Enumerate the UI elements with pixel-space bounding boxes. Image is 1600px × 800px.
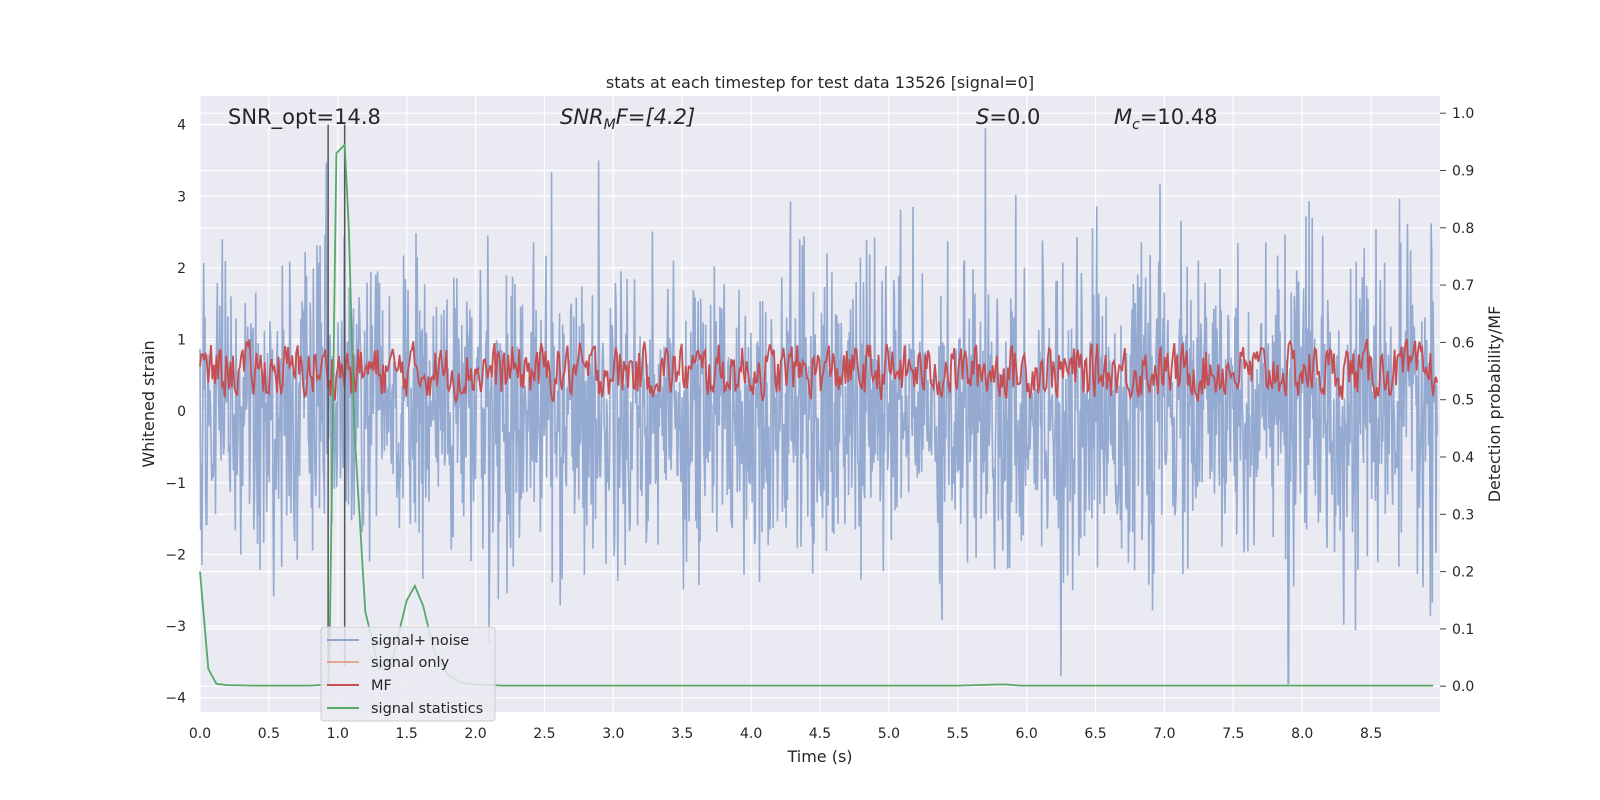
annotation-mc-main: M bbox=[1114, 105, 1132, 129]
annotation-snr-mf-sub: M bbox=[604, 117, 616, 133]
x-tick-label: 1.0 bbox=[327, 726, 349, 742]
annotation-snr-mf-main: SNR bbox=[560, 105, 604, 129]
y-tick-label-left: 3 bbox=[177, 189, 186, 205]
mf-series bbox=[199, 338, 1439, 403]
x-tick-label: 4.5 bbox=[809, 726, 831, 742]
y-tick-label-right: 0.5 bbox=[1452, 393, 1474, 409]
y-axis-label-right: Detection probability/MF bbox=[1485, 306, 1504, 503]
y-tick-label-left: −3 bbox=[165, 619, 186, 635]
annotation-s-main: S bbox=[976, 105, 989, 129]
x-tick-label: 4.0 bbox=[740, 726, 762, 742]
annotation-snr-opt: SNR_opt=14.8 bbox=[228, 105, 381, 130]
x-tick-label: 2.5 bbox=[533, 726, 555, 742]
tick-labels: 0.0 0.5 1.0 1.5 2.0 2.5 3.0 3.5 4.0 4.5 5.0 5.5 6.0 6… bbox=[165, 106, 1474, 742]
chart-title: stats at each timestep for test data 135… bbox=[606, 73, 1034, 92]
y-tick-label-right: 0.6 bbox=[1452, 335, 1474, 351]
y-tick-label-left: 4 bbox=[177, 118, 186, 134]
x-tick-label: 7.5 bbox=[1222, 726, 1244, 742]
y-tick-label-left: −1 bbox=[165, 476, 186, 492]
annotation-s: S=0.0 bbox=[976, 105, 1040, 129]
x-tick-label: 2.0 bbox=[464, 726, 486, 742]
annotation-mc-rest: =10.48 bbox=[1140, 105, 1218, 129]
annotation-s-rest: =0.0 bbox=[989, 105, 1040, 129]
y-tick-label-right: 0.9 bbox=[1452, 163, 1474, 179]
vertical-markers bbox=[327, 124, 346, 666]
legend-label-signal-only: signal only bbox=[371, 655, 450, 671]
y-tick-label-right: 0.7 bbox=[1452, 278, 1474, 294]
y-tick-label-right: 0.4 bbox=[1452, 450, 1474, 466]
annotation-mc-sub: c bbox=[1132, 117, 1140, 133]
y-tick-label-right: 0.2 bbox=[1452, 565, 1474, 581]
signal-statistics-series bbox=[199, 142, 1434, 687]
series-mf-line bbox=[199, 338, 1439, 403]
annotation-snr-mf: SNRMF=[4.2] bbox=[560, 105, 695, 133]
x-tick-label: 6.5 bbox=[1084, 726, 1106, 742]
annotation-snr-mf-rest: F=[4.2] bbox=[616, 105, 695, 129]
x-tick-label: 6.0 bbox=[1016, 726, 1038, 742]
legend-box bbox=[320, 626, 496, 722]
legend-label-signal-noise: signal+ noise bbox=[371, 633, 469, 649]
y-tick-label-right: 0.3 bbox=[1452, 507, 1474, 523]
y-tick-label-right: 1.0 bbox=[1452, 106, 1474, 122]
legend-label-signal-statistics: signal statistics bbox=[371, 701, 483, 717]
x-tick-label: 8.0 bbox=[1291, 726, 1313, 742]
y-tick-label-right: 0.1 bbox=[1452, 622, 1474, 638]
y-tick-label-right: 0.8 bbox=[1452, 221, 1474, 237]
x-tick-label: 3.5 bbox=[671, 726, 693, 742]
y-tick-label-left: 0 bbox=[177, 404, 186, 420]
x-tick-label: 8.5 bbox=[1360, 726, 1382, 742]
y-tick-label-left: 2 bbox=[177, 261, 186, 277]
x-tick-label: 5.0 bbox=[878, 726, 900, 742]
x-tick-label: 0.0 bbox=[189, 726, 211, 742]
x-axis-label: Time (s) bbox=[786, 747, 852, 766]
grid bbox=[199, 96, 1440, 712]
y-axis-label-left: Whitened strain bbox=[139, 340, 158, 467]
x-tick-label: 5.5 bbox=[947, 726, 969, 742]
legend: signal+ noise signal only MF signal stat… bbox=[320, 626, 496, 722]
x-tick-label: 0.5 bbox=[258, 726, 280, 742]
y-tick-label-left: 1 bbox=[177, 333, 186, 349]
x-tick-label: 7.0 bbox=[1153, 726, 1175, 742]
y-tick-label-left: −4 bbox=[165, 691, 186, 707]
y-tick-label-right: 0.0 bbox=[1452, 679, 1474, 695]
series-signal-statistics-line bbox=[199, 142, 1434, 687]
annotation-mc: Mc=10.48 bbox=[1114, 105, 1218, 133]
y-tick-label-left: −2 bbox=[165, 547, 186, 563]
legend-label-mf: MF bbox=[371, 678, 392, 694]
x-tick-label: 3.0 bbox=[602, 726, 624, 742]
x-tick-label: 1.5 bbox=[396, 726, 418, 742]
